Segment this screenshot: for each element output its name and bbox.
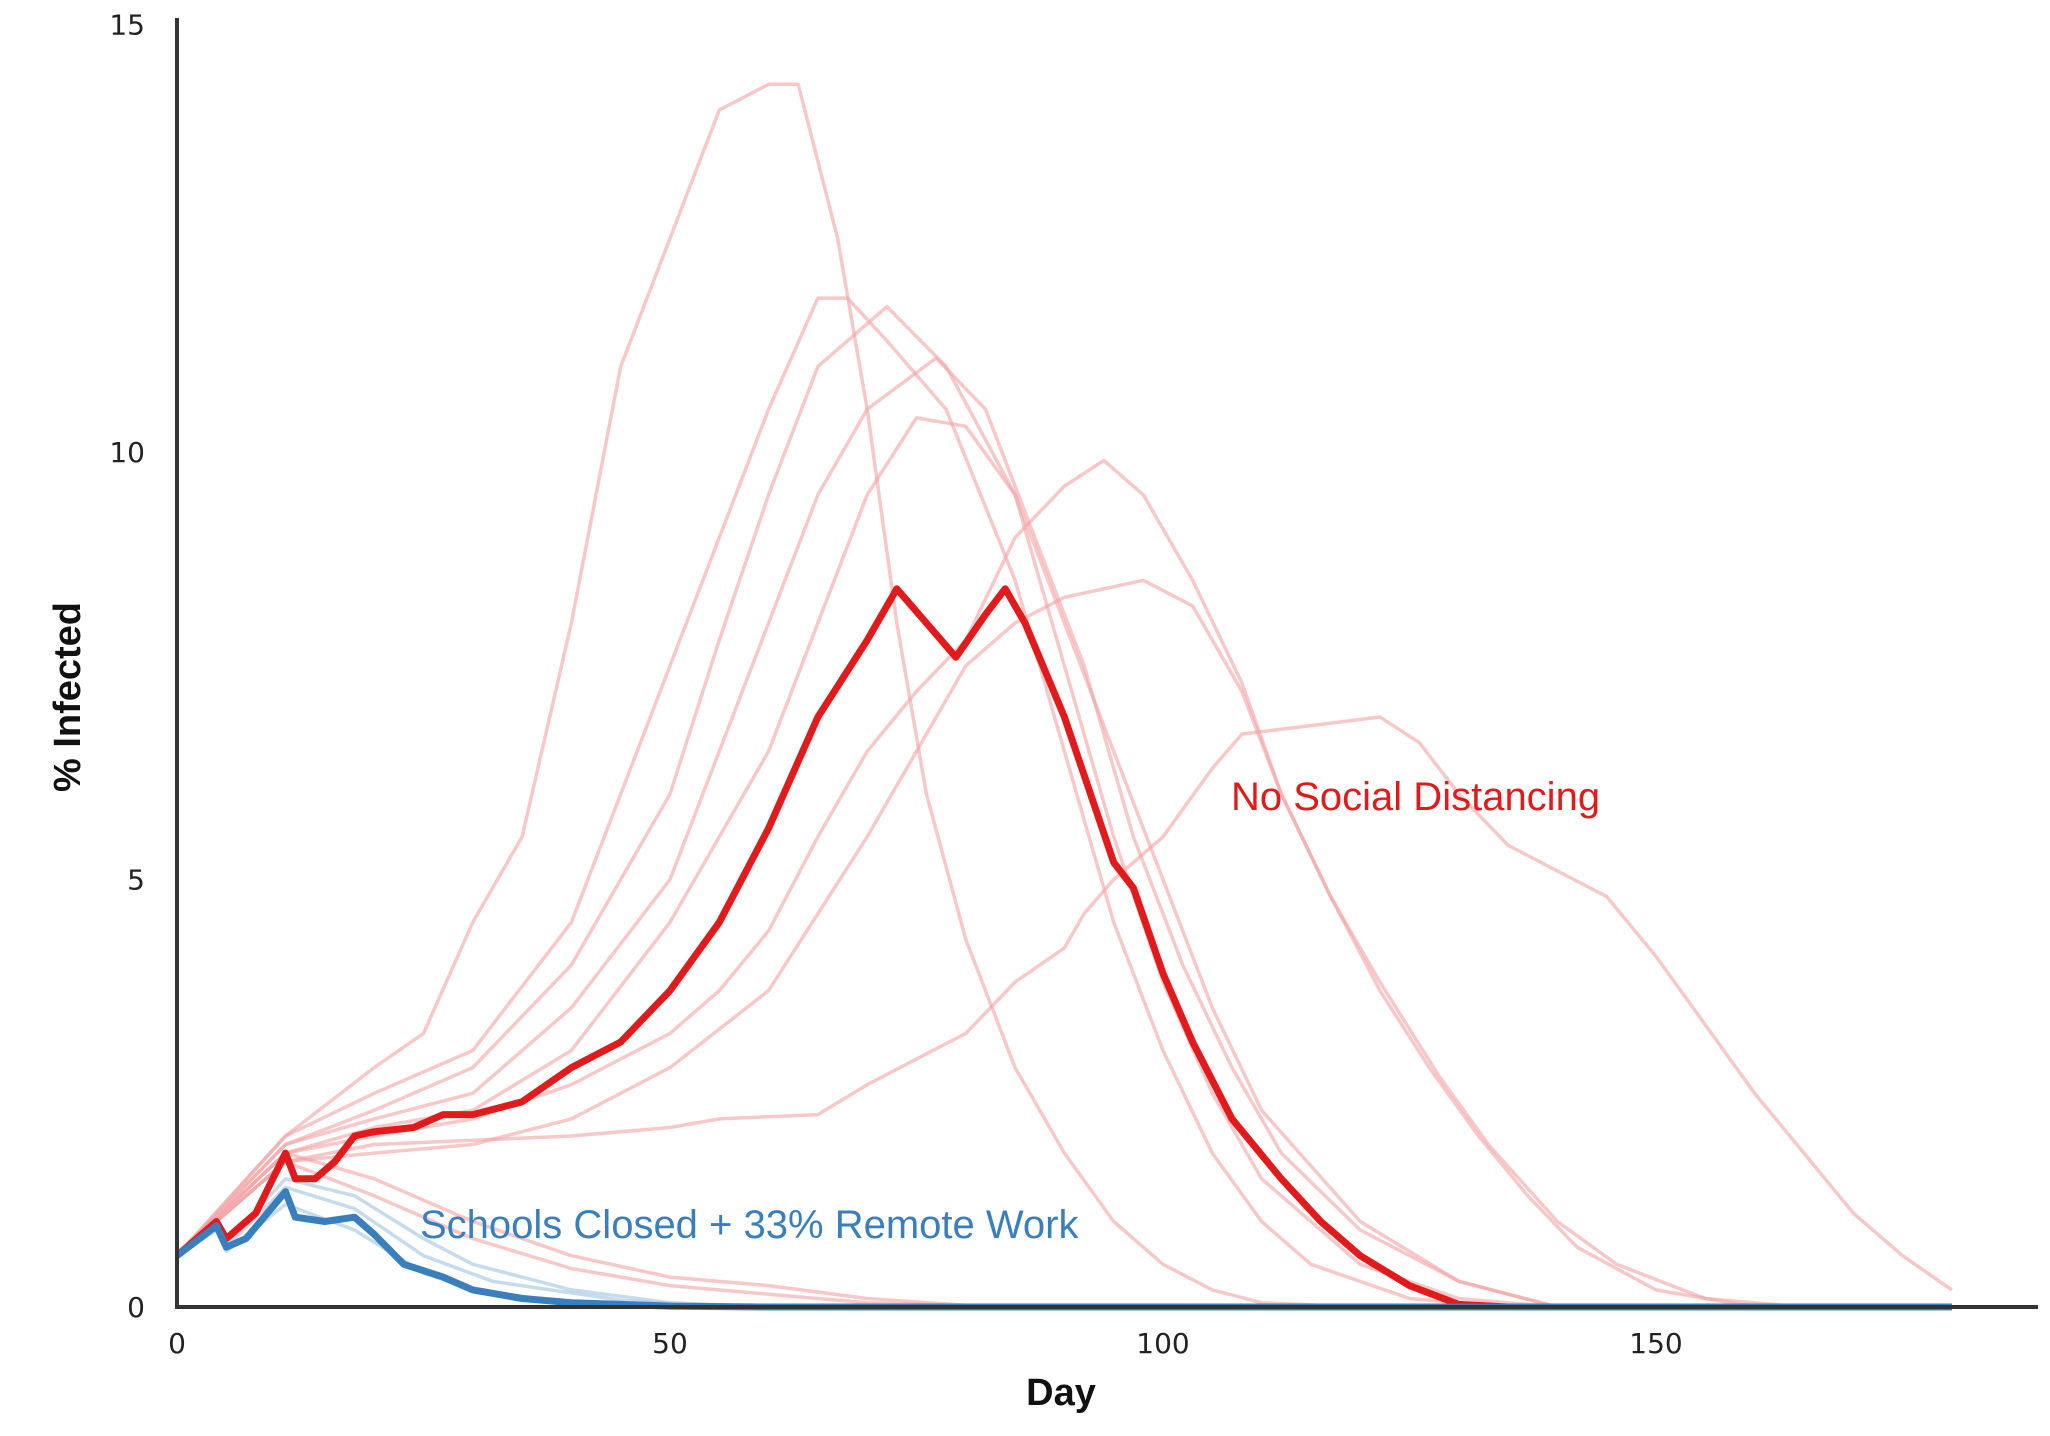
simulation-run-red-6 [175,416,1952,1309]
annotation-no-social-distancing: No Social Distancing [1231,775,1600,819]
series-layer [174,82,1953,1311]
simulation-run-red-9 [175,715,1953,1292]
series-line-red-0 [174,585,1952,1311]
tick-layer: 0 50 100 150 0 5 10 15 [109,9,1682,1361]
simulation-run-red-4 [175,304,1952,1309]
y-axis-label: % Infected [47,602,89,792]
x-tick-label: 50 [652,1327,688,1360]
simulation-run-red-3 [175,296,1952,1309]
y-tick-label: 0 [127,1291,145,1324]
series-line-blue-1 [174,1188,1952,1311]
x-tick-label: 150 [1629,1327,1682,1360]
y-tick-label: 10 [109,436,145,469]
x-tick-label: 0 [168,1327,186,1360]
y-tick-label: 5 [127,864,145,897]
y-tick-label: 15 [109,9,145,42]
simulation-run-red-5 [175,356,1952,1309]
annotation-schools-closed: Schools Closed + 33% Remote Work [420,1203,1079,1247]
x-tick-label: 100 [1136,1327,1189,1360]
simulation-run-red-2 [175,82,1952,1309]
simulation-run-red-8 [175,578,1952,1309]
simulation-run-red-7 [175,458,1952,1309]
x-axis-label: Day [1026,1372,1096,1414]
